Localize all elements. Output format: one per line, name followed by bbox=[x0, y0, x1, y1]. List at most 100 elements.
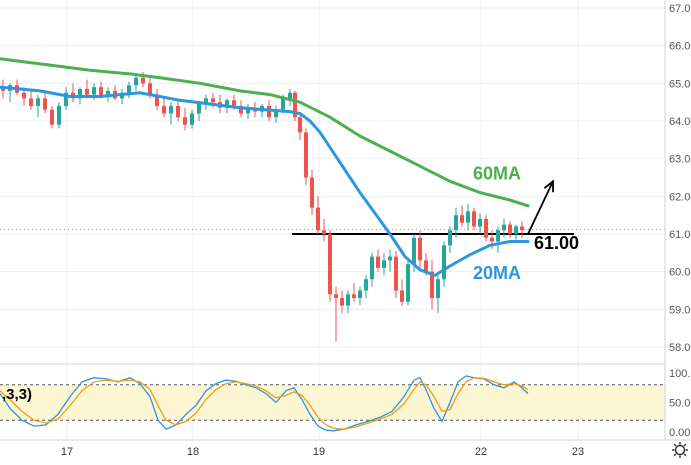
candle-body bbox=[246, 107, 250, 114]
candle-body bbox=[57, 105, 61, 125]
candle-body bbox=[394, 256, 398, 291]
candle-body bbox=[310, 177, 314, 208]
label-60ma: 60MA bbox=[473, 163, 521, 183]
candle-body bbox=[197, 104, 201, 114]
candle bbox=[246, 104, 250, 120]
candle bbox=[134, 73, 138, 91]
candle-body bbox=[22, 92, 26, 99]
candle bbox=[328, 230, 332, 302]
oscillator-band-fill bbox=[0, 384, 665, 421]
candle bbox=[340, 290, 344, 314]
label-support-level: 61.00 bbox=[534, 233, 579, 253]
gear-icon[interactable] bbox=[672, 442, 688, 458]
candle bbox=[478, 213, 482, 234]
candle-body bbox=[298, 117, 302, 133]
candle-body bbox=[442, 245, 446, 280]
oscillator-tick-label: 100. bbox=[669, 368, 690, 380]
candle bbox=[310, 169, 314, 216]
candle bbox=[364, 275, 368, 299]
candle-body bbox=[232, 100, 236, 106]
candle-body bbox=[29, 98, 33, 106]
candle bbox=[406, 260, 410, 306]
series-line-60ma bbox=[0, 57, 530, 208]
candle-body bbox=[1, 87, 5, 91]
candle bbox=[376, 249, 380, 272]
x-tick-label: 22 bbox=[475, 446, 487, 458]
oscillator-tick-label: 50.00 bbox=[669, 398, 691, 410]
y-tick-label: 58.00 bbox=[669, 342, 691, 354]
y-tick-label: 60.00 bbox=[669, 267, 691, 279]
trend-arrow-head bbox=[543, 179, 554, 193]
candle bbox=[346, 290, 350, 314]
candle-body bbox=[400, 290, 404, 302]
candle bbox=[400, 279, 404, 306]
oscillator-line bbox=[0, 377, 529, 430]
candle bbox=[190, 109, 194, 129]
candle bbox=[50, 105, 54, 129]
y-tick-label: 59.00 bbox=[669, 304, 691, 316]
x-tick-label: 23 bbox=[572, 446, 584, 458]
candle-body bbox=[141, 77, 145, 84]
x-tick-label: 17 bbox=[61, 446, 73, 458]
candle-body bbox=[472, 211, 476, 227]
candle-body bbox=[322, 230, 326, 234]
candle bbox=[113, 85, 117, 101]
x-tick-label: 18 bbox=[187, 446, 199, 458]
x-tick-label: 19 bbox=[313, 446, 325, 458]
candle-body bbox=[412, 237, 416, 265]
candle bbox=[514, 224, 518, 240]
candle-body bbox=[460, 215, 464, 223]
candle-body bbox=[267, 105, 271, 118]
candle-body bbox=[155, 94, 159, 106]
candle bbox=[316, 196, 320, 234]
candle bbox=[352, 282, 356, 302]
candle bbox=[127, 81, 131, 99]
candle-body bbox=[496, 230, 500, 242]
horizontal-lines bbox=[0, 228, 665, 235]
candle-body bbox=[190, 113, 194, 125]
candle bbox=[382, 252, 386, 276]
y-tick-label: 66.00 bbox=[669, 41, 691, 53]
candle bbox=[288, 88, 292, 106]
candle bbox=[436, 275, 440, 314]
candle-body bbox=[36, 98, 40, 106]
candle-body bbox=[490, 237, 494, 242]
candle-body bbox=[64, 92, 68, 106]
y-tick-label: 61.00 bbox=[669, 229, 691, 241]
candle bbox=[466, 203, 470, 231]
candle bbox=[304, 128, 308, 186]
candle bbox=[520, 220, 524, 238]
oscillator-lines bbox=[0, 375, 529, 432]
oscillator-label: ,3,3) bbox=[2, 386, 32, 403]
candle-body bbox=[376, 256, 380, 268]
candle bbox=[274, 105, 278, 123]
oscillator-tick-label: 0.00 bbox=[669, 427, 690, 439]
candle bbox=[388, 249, 392, 272]
candle-body bbox=[274, 109, 278, 118]
candle bbox=[64, 87, 68, 110]
candle bbox=[57, 102, 61, 129]
candle-body bbox=[352, 294, 356, 299]
candle-body bbox=[281, 98, 285, 110]
candle-body bbox=[424, 260, 428, 272]
candlesticks bbox=[1, 72, 524, 342]
candle-body bbox=[484, 218, 488, 238]
candle-body bbox=[406, 264, 410, 302]
candle bbox=[442, 241, 446, 287]
candle-body bbox=[430, 271, 434, 299]
candle bbox=[322, 218, 326, 242]
candle-body bbox=[183, 117, 187, 125]
candle bbox=[418, 230, 422, 268]
candle-body bbox=[92, 87, 96, 95]
y-tick-label: 63.00 bbox=[669, 154, 691, 166]
candle-body bbox=[418, 237, 422, 261]
candle bbox=[460, 205, 464, 227]
y-tick-label: 64.00 bbox=[669, 116, 691, 128]
candle-body bbox=[50, 109, 54, 125]
candle-body bbox=[239, 105, 243, 114]
candle bbox=[293, 90, 297, 121]
y-tick-label: 65.00 bbox=[669, 78, 691, 90]
